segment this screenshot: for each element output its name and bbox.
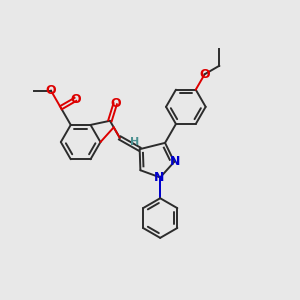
Text: O: O [46,84,56,97]
Text: N: N [154,171,164,184]
Text: H: H [130,137,139,147]
Text: O: O [70,93,81,106]
Text: O: O [110,97,121,110]
Text: N: N [170,155,180,168]
Text: O: O [200,68,210,81]
